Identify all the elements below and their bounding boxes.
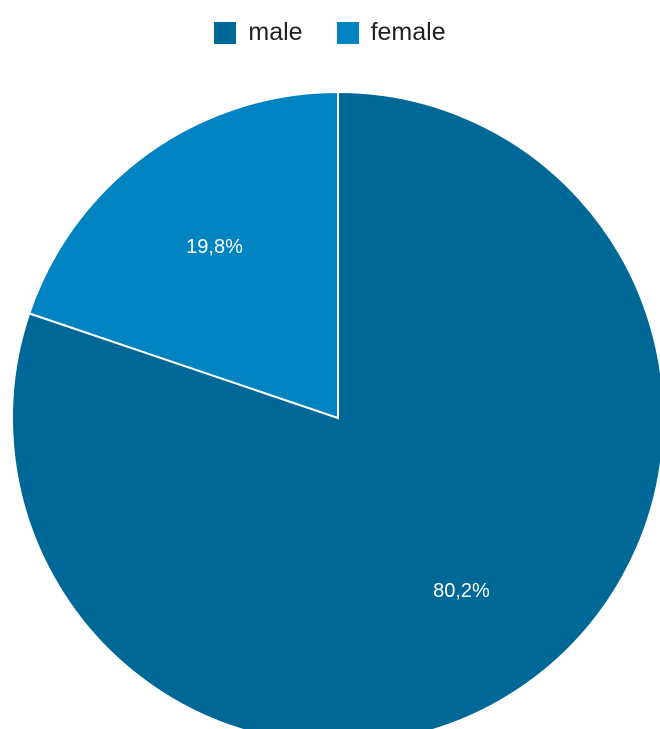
legend-item-female: female <box>336 18 446 47</box>
legend-swatch-male <box>214 21 237 44</box>
pie-slice-male <box>11 90 660 729</box>
legend-swatch-female <box>336 21 359 44</box>
slice-label-male: 80,2% <box>433 580 490 602</box>
legend-label-female: female <box>370 18 446 46</box>
slice-label-female: 19,8% <box>186 236 243 258</box>
chart-legend: male female <box>0 18 660 47</box>
legend-label-male: male <box>248 18 303 46</box>
legend-item-male: male <box>214 18 303 47</box>
pie-slice-female <box>27 90 339 420</box>
